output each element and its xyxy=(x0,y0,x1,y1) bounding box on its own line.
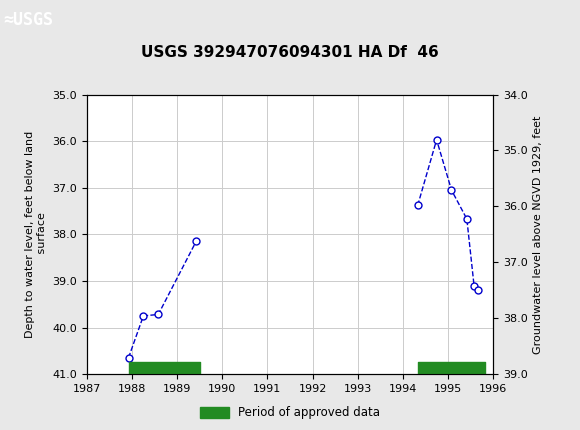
Text: USGS 392947076094301 HA Df  46: USGS 392947076094301 HA Df 46 xyxy=(141,45,439,60)
Text: ≈USGS: ≈USGS xyxy=(3,12,53,29)
Legend: Period of approved data: Period of approved data xyxy=(195,402,385,424)
Y-axis label: Depth to water level, feet below land
 surface: Depth to water level, feet below land su… xyxy=(26,131,47,338)
Y-axis label: Groundwater level above NGVD 1929, feet: Groundwater level above NGVD 1929, feet xyxy=(533,115,543,353)
